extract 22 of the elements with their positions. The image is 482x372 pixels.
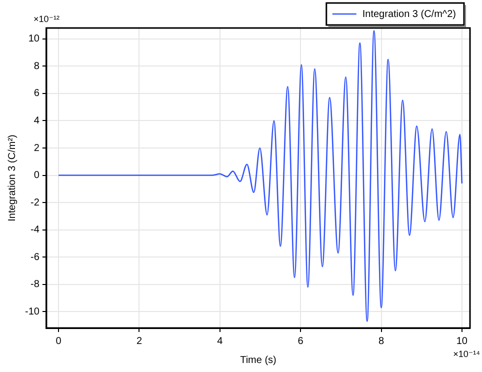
x-tick-label: 10: [456, 336, 468, 347]
y-tick-label: 4: [34, 115, 40, 126]
text: ×10⁻¹²: [33, 14, 60, 24]
y-axis-title: Integration 3 (C/m²): [6, 134, 18, 222]
y-tick-label: -4: [30, 224, 40, 236]
y-tick-label: -6: [30, 252, 40, 263]
x-tick-label: 6: [298, 336, 304, 347]
y-tick-label: 8: [34, 60, 40, 72]
y-tick-label: -2: [30, 197, 40, 208]
x-axis-title: Time (s): [240, 354, 276, 366]
x-tick-label: 0: [56, 336, 62, 347]
text: ×10⁻¹⁴: [453, 348, 480, 359]
x-tick-label: 4: [217, 336, 224, 347]
x-tick-label: 2: [136, 336, 142, 347]
legend-label: Integration 3 (C/m^2): [362, 8, 456, 20]
y-tick-label: -10: [25, 306, 40, 318]
y-tick-label: 10: [28, 34, 40, 45]
y-tick-label: -8: [30, 279, 40, 290]
y-tick-label: 0: [34, 170, 40, 182]
y-tick-label: 6: [34, 88, 40, 100]
x-tick-label: 8: [378, 336, 384, 347]
y-tick-label: 2: [34, 142, 40, 154]
